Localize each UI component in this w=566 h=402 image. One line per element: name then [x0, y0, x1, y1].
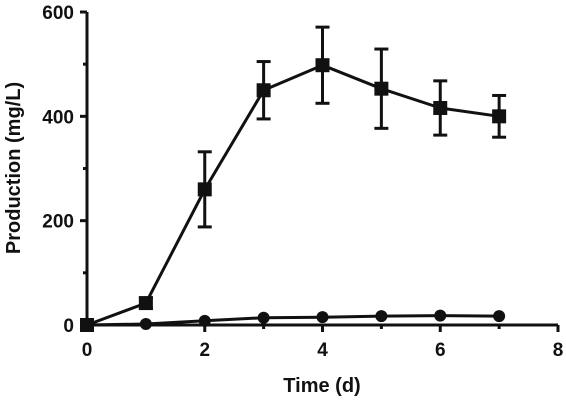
- data-point-square: [433, 100, 448, 115]
- axes: 0 2 4 6 8 0 200 400 600: [42, 3, 563, 361]
- y-tick-label: 600: [42, 3, 74, 24]
- data-point-square: [492, 109, 507, 124]
- data-point-circle: [434, 309, 447, 322]
- data-point-circle: [81, 319, 93, 331]
- x-tick-label: 6: [435, 340, 446, 361]
- x-tick-label: 8: [553, 340, 564, 361]
- x-tick-label: 0: [82, 340, 93, 361]
- x-tick-label: 4: [317, 340, 328, 361]
- series-layer: [80, 25, 507, 332]
- data-point-circle: [493, 310, 506, 323]
- data-point-square: [138, 296, 153, 311]
- data-point-square: [315, 58, 330, 73]
- series-square: [80, 25, 507, 332]
- data-point-square: [197, 182, 212, 197]
- data-point-circle: [198, 314, 211, 327]
- data-point-circle: [316, 311, 329, 324]
- y-tick-label: 200: [42, 212, 74, 233]
- data-point-square: [374, 81, 389, 96]
- x-tick-label: 2: [199, 340, 210, 361]
- data-point-circle: [375, 310, 388, 323]
- y-tick-label: 400: [42, 107, 74, 128]
- data-point-square: [256, 83, 271, 98]
- data-point-circle: [139, 317, 152, 330]
- series-circle: [81, 309, 506, 331]
- data-point-circle: [257, 311, 270, 324]
- series-line: [86, 63, 500, 327]
- y-tick-label: 0: [63, 316, 74, 337]
- x-axis-label: Time (d): [283, 375, 360, 397]
- y-axis-label: Production (mg/L): [3, 82, 25, 254]
- series-line: [86, 314, 500, 327]
